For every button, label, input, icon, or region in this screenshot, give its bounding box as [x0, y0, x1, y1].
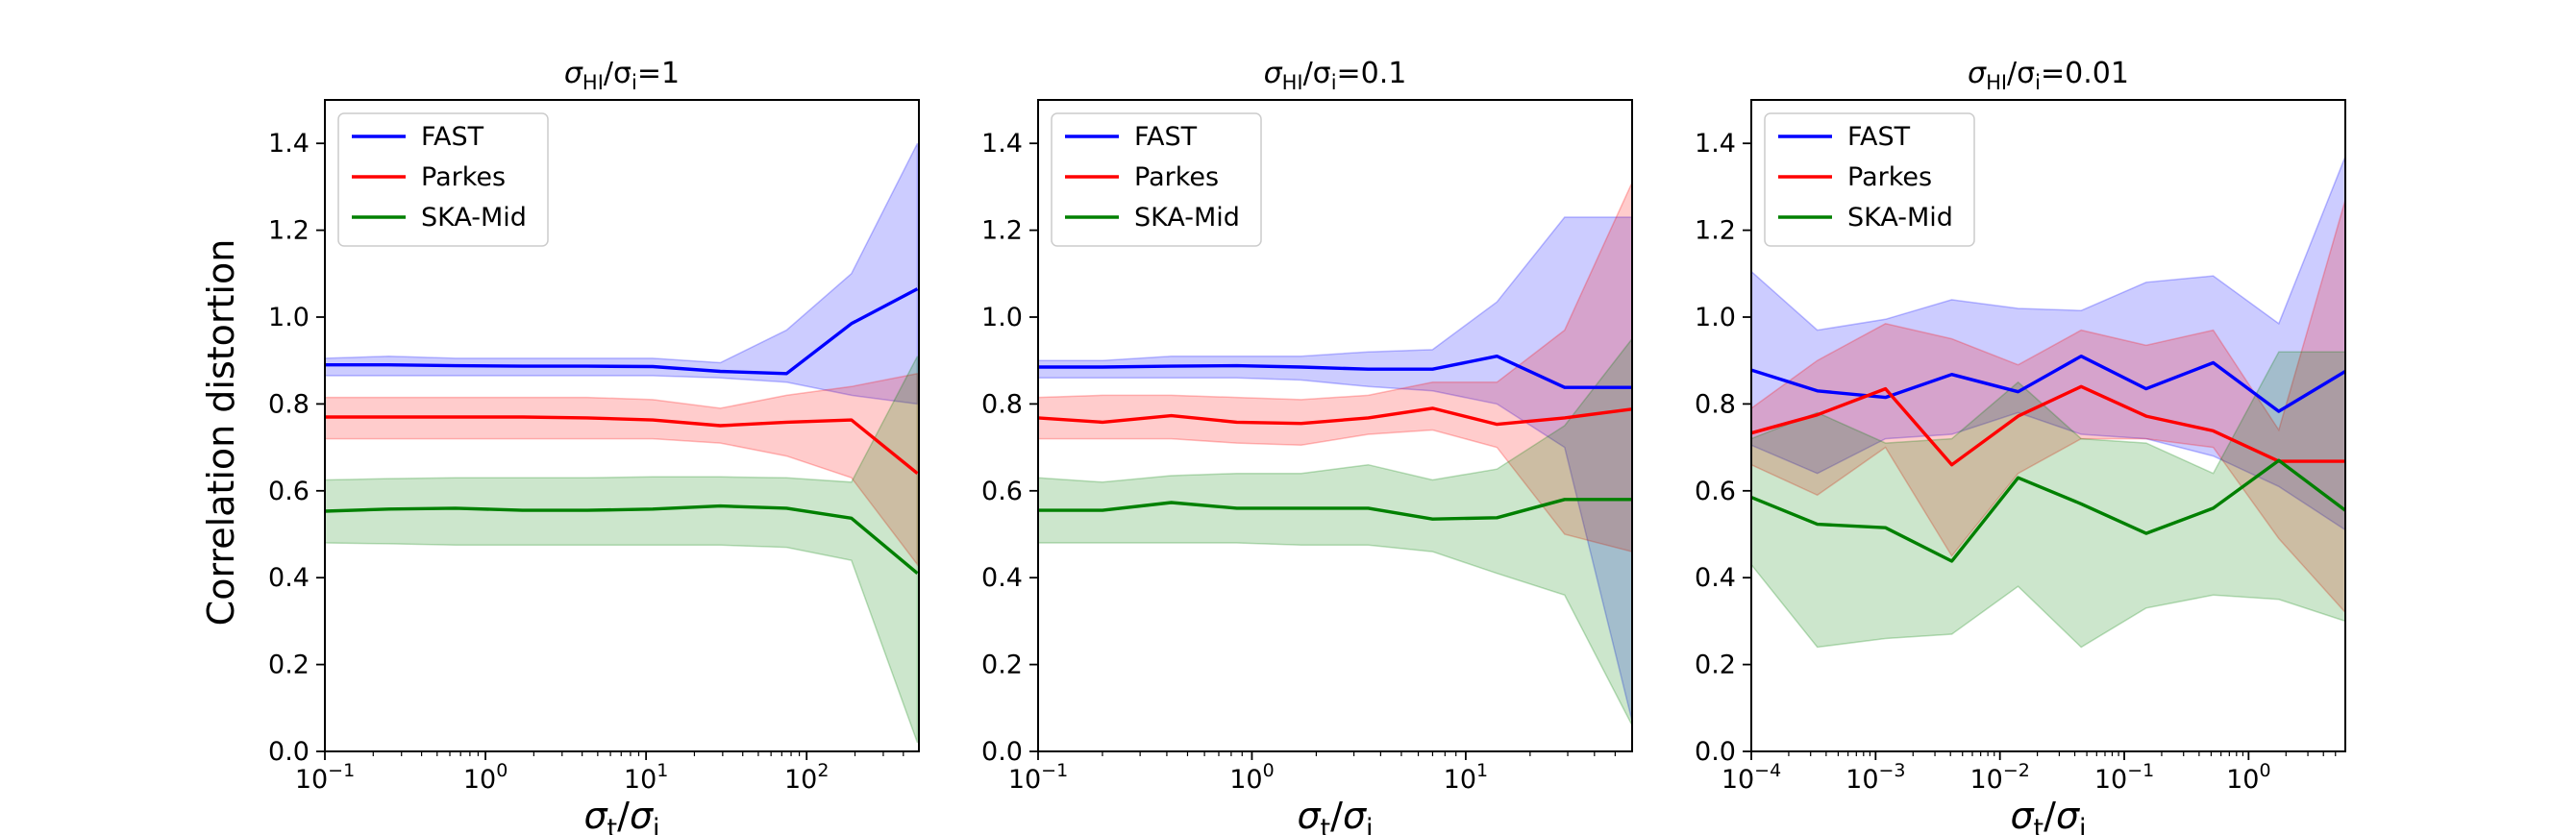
band-parkes — [1751, 199, 2345, 614]
y-tick-label: 0.0 — [981, 737, 1023, 767]
y-tick-label: 1.4 — [981, 129, 1023, 159]
band-ska-mid — [325, 356, 919, 744]
y-tick-label: 1.2 — [268, 216, 310, 246]
legend-box — [1051, 112, 1262, 247]
panel-title: σHI/σi=0.1 — [1264, 57, 1407, 94]
y-tick-label: 0.8 — [981, 389, 1023, 419]
confidence-bands — [325, 142, 919, 744]
axes-frame — [1750, 99, 2346, 752]
legend-label-fast: FAST — [421, 122, 484, 152]
legend-label-parkes: Parkes — [421, 162, 506, 192]
chart-panel-1: 0.0 0.2 0.4 0.6 0.8 1.0 1.2 1.4 10−1 100 101 102 σHI… — [268, 57, 920, 835]
legend-label-ska-mid: SKA-Mid — [1134, 203, 1240, 233]
series-line-fast — [325, 287, 919, 376]
y-tick-label: 0.2 — [981, 651, 1023, 680]
y-tick-label: 1.0 — [268, 303, 310, 332]
series-line-parkes — [1038, 406, 1632, 427]
y-tick-label: 0.8 — [1695, 389, 1736, 419]
y-tick-label: 0.6 — [268, 477, 310, 506]
series-lines — [325, 287, 919, 576]
x-tick-label: 10−1 — [1008, 760, 1068, 795]
series-line-fast — [1751, 355, 2345, 413]
y-tick-label: 1.0 — [1695, 303, 1736, 332]
series-line-ska-mid — [325, 503, 919, 576]
confidence-bands — [1751, 156, 2345, 649]
y-tick-label: 0.8 — [268, 389, 310, 419]
series-line-ska-mid — [1038, 498, 1632, 521]
x-tick-label: 100 — [463, 760, 508, 795]
x-tick-label: 10−3 — [1845, 760, 1905, 795]
series-line-ska-mid — [1751, 458, 2345, 563]
legend-label-fast: FAST — [1847, 122, 1911, 152]
y-tick-label: 0.4 — [1695, 563, 1736, 593]
legend-label-parkes: Parkes — [1134, 162, 1219, 192]
y-tick-label: 1.4 — [268, 129, 310, 159]
y-tick-label: 1.2 — [981, 216, 1023, 246]
x-axis-label: σt/σi — [1297, 795, 1373, 835]
chart-panel-2: 0.0 0.2 0.4 0.6 0.8 1.0 1.2 1.4 10−1 100 101 σHI/σi… — [981, 57, 1633, 835]
panel-title: σHI/σi=0.01 — [1968, 57, 2129, 94]
band-fast — [1751, 156, 2345, 531]
band-fast — [1038, 216, 1632, 722]
confidence-bands — [1038, 182, 1632, 726]
legend-label-parkes: Parkes — [1847, 162, 1932, 192]
y-axis-label: Correlation distortion — [200, 239, 242, 626]
x-tick-label: 10−2 — [1969, 760, 2029, 795]
band-ska-mid — [1038, 337, 1632, 726]
y-tick-label: 0.4 — [268, 563, 310, 593]
legend-box — [1764, 112, 1975, 247]
panel-title: σHI/σi=1 — [564, 57, 680, 94]
band-parkes — [325, 372, 919, 567]
band-ska-mid — [1751, 351, 2345, 649]
x-tick-label: 10−4 — [1721, 760, 1781, 795]
y-tick-label: 0.4 — [981, 563, 1023, 593]
x-tick-label: 100 — [1229, 760, 1274, 795]
series-lines — [1751, 355, 2345, 563]
legend: FAST Parkes SKA-Mid — [1764, 112, 1975, 247]
x-axis-label: σt/σi — [2010, 795, 2086, 835]
chart-panel-3: 0.0 0.2 0.4 0.6 0.8 1.0 1.2 1.4 10−4 10−3 10−2 10−1… — [1695, 57, 2346, 835]
legend: FAST Parkes SKA-Mid — [337, 112, 549, 247]
axes-frame — [324, 99, 920, 752]
series-lines — [1038, 355, 1632, 521]
y-tick-label: 0.2 — [1695, 651, 1736, 680]
y-tick-label: 1.2 — [1695, 216, 1736, 246]
legend-label-fast: FAST — [1134, 122, 1198, 152]
series-line-fast — [1038, 355, 1632, 389]
x-tick-label: 10−1 — [2094, 760, 2154, 795]
series-line-parkes — [1751, 384, 2345, 467]
y-tick-label: 0.2 — [268, 651, 310, 680]
y-tick-label: 0.0 — [1695, 737, 1736, 767]
y-tick-label: 1.4 — [1695, 129, 1736, 159]
band-fast — [325, 142, 919, 405]
y-tick-label: 0.0 — [268, 737, 310, 767]
legend-box — [337, 112, 549, 247]
x-tick-label: 101 — [1444, 760, 1488, 795]
legend-label-ska-mid: SKA-Mid — [1847, 203, 1953, 233]
legend: FAST Parkes SKA-Mid — [1051, 112, 1262, 247]
y-tick-label: 0.6 — [981, 477, 1023, 506]
y-tick-label: 1.0 — [981, 303, 1023, 332]
band-parkes — [1038, 182, 1632, 553]
x-tick-label: 102 — [784, 760, 829, 795]
x-tick-label: 10−1 — [295, 760, 355, 795]
x-tick-label: 101 — [624, 760, 668, 795]
series-line-parkes — [325, 415, 919, 476]
legend-label-ska-mid: SKA-Mid — [421, 203, 527, 233]
x-tick-label: 100 — [2226, 760, 2270, 795]
x-axis-label: σt/σi — [583, 795, 659, 835]
axes-frame — [1037, 99, 1633, 752]
y-tick-label: 0.6 — [1695, 477, 1736, 506]
